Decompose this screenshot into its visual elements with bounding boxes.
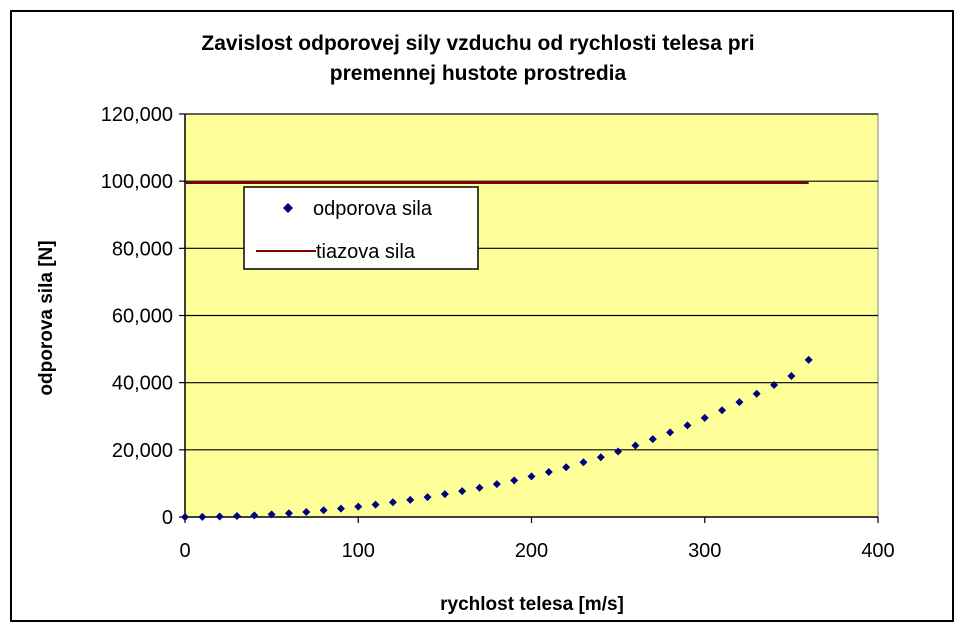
data-point	[423, 493, 432, 502]
data-point	[770, 381, 779, 390]
x-axis-label: rychlost telesa [m/s]	[440, 594, 624, 615]
x-tick-label: 400	[861, 540, 894, 562]
gridlines	[179, 113, 879, 523]
data-point	[804, 355, 813, 364]
y-tick-label: 20,000	[112, 440, 173, 462]
data-point	[752, 389, 761, 398]
x-tick-labels: 0 100 200 300 400	[179, 540, 894, 562]
x-tick-label: 300	[688, 540, 721, 562]
y-tick-label: 80,000	[112, 238, 173, 260]
data-point	[354, 502, 363, 511]
chart-title-line2: premennej hustote prostredia	[330, 62, 627, 85]
data-point	[181, 513, 189, 521]
y-axis-label: odporova sila [N]	[36, 240, 57, 395]
data-point	[718, 406, 727, 415]
data-point	[544, 467, 553, 476]
data-point	[440, 490, 449, 499]
data-point	[787, 371, 796, 380]
data-point	[700, 413, 709, 422]
data-point	[492, 480, 501, 489]
axes	[184, 114, 878, 518]
y-tick-labels: 0 20,000 40,000 60,000 80,000 100,000 120,000	[101, 104, 173, 529]
data-point	[232, 511, 241, 520]
legend: odporova sila tiazova sila	[243, 186, 479, 270]
y-tick-label: 0	[162, 507, 173, 529]
data-point	[302, 507, 311, 516]
y-tick-label: 40,000	[112, 373, 173, 395]
data-point	[527, 472, 536, 481]
data-point	[250, 511, 259, 520]
y-tick-label: 100,000	[101, 171, 173, 193]
series-odporova-sila	[181, 355, 813, 521]
data-point	[631, 441, 640, 450]
x-tick-label: 200	[515, 540, 548, 562]
data-point	[371, 500, 380, 509]
chart-title-line1: Zavislost odporovej sily vzduchu od rych…	[201, 32, 754, 55]
x-tick-label: 0	[179, 540, 190, 562]
y-tick-label: 120,000	[101, 104, 173, 126]
data-point	[579, 458, 588, 467]
data-point	[596, 453, 605, 462]
data-point	[267, 510, 276, 519]
data-point	[510, 476, 519, 485]
legend-label-tiazova-sila: tiazova sila	[316, 241, 416, 263]
legend-label-odporova-sila: odporova sila	[313, 198, 433, 220]
data-point	[648, 435, 657, 444]
y-tick-label: 60,000	[112, 306, 173, 328]
data-point	[562, 463, 571, 472]
data-point	[458, 487, 467, 496]
legend-box	[243, 186, 479, 270]
data-point	[614, 447, 623, 456]
data-point	[735, 398, 744, 407]
data-point	[388, 498, 397, 507]
data-point	[336, 504, 345, 513]
data-point	[284, 509, 293, 518]
data-point	[683, 421, 692, 430]
data-point	[215, 512, 224, 521]
data-point	[475, 483, 484, 492]
data-point	[666, 428, 675, 437]
x-tick-label: 100	[342, 540, 375, 562]
data-point	[406, 495, 415, 504]
data-point	[319, 506, 328, 515]
legend-marker-odporova-sila	[283, 203, 293, 213]
data-point	[198, 512, 207, 521]
